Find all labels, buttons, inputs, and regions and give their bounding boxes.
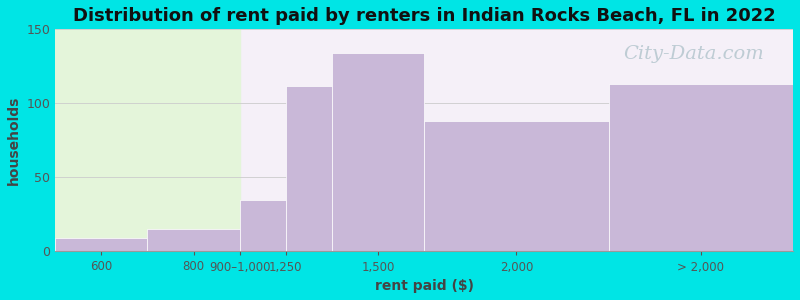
Title: Distribution of rent paid by renters in Indian Rocks Beach, FL in 2022: Distribution of rent paid by renters in … [73, 7, 775, 25]
Bar [332, 53, 424, 251]
Y-axis label: households: households [7, 96, 21, 185]
Bar [286, 85, 332, 251]
Bar [55, 238, 147, 251]
Bar [609, 84, 793, 251]
Bar [147, 229, 240, 251]
Bar [55, 29, 240, 251]
X-axis label: rent paid ($): rent paid ($) [374, 279, 474, 293]
Text: City-Data.com: City-Data.com [623, 45, 764, 63]
Bar [424, 121, 609, 251]
Bar [240, 200, 286, 251]
